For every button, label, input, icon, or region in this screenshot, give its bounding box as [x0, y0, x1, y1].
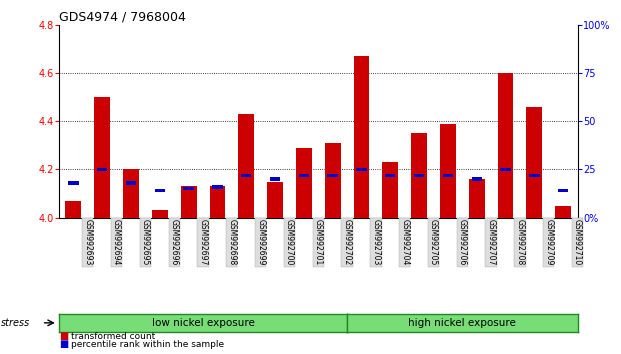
Text: GSM992705: GSM992705 [429, 219, 438, 266]
Bar [440, 124, 456, 218]
Bar [383, 162, 398, 218]
Text: GSM992706: GSM992706 [458, 219, 467, 266]
Bar [527, 107, 542, 218]
Bar [65, 201, 81, 218]
Bar [152, 211, 168, 218]
Bar [327, 173, 338, 177]
Bar [501, 168, 510, 171]
Text: ■: ■ [59, 331, 68, 341]
Text: GSM992700: GSM992700 [285, 219, 294, 266]
Text: GSM992707: GSM992707 [487, 219, 496, 266]
Bar [296, 148, 312, 218]
Text: low nickel exposure: low nickel exposure [152, 318, 255, 328]
Bar [155, 189, 165, 192]
Bar [238, 114, 254, 218]
Text: GSM992704: GSM992704 [400, 219, 409, 266]
Bar [97, 168, 107, 171]
Text: GDS4974 / 7968004: GDS4974 / 7968004 [59, 11, 186, 24]
Text: GSM992695: GSM992695 [141, 219, 150, 266]
Text: GSM992697: GSM992697 [199, 219, 207, 266]
Text: GSM992694: GSM992694 [112, 219, 121, 266]
Text: GSM992708: GSM992708 [515, 219, 524, 266]
Text: percentile rank within the sample: percentile rank within the sample [71, 341, 225, 349]
Bar [94, 97, 110, 218]
Bar [443, 173, 453, 177]
Text: ■: ■ [59, 339, 68, 349]
Bar [555, 206, 571, 218]
Bar [529, 173, 540, 177]
Bar [558, 189, 568, 192]
Bar [241, 173, 252, 177]
Bar [209, 186, 225, 218]
Bar [414, 173, 424, 177]
Text: GSM992699: GSM992699 [256, 219, 265, 266]
Text: GSM992698: GSM992698 [227, 219, 237, 266]
Bar [471, 177, 482, 181]
Bar [497, 73, 514, 218]
Bar [212, 185, 222, 189]
Bar [385, 173, 396, 177]
Text: GSM992701: GSM992701 [314, 219, 323, 266]
Text: GSM992703: GSM992703 [371, 219, 381, 266]
Bar [325, 143, 340, 218]
Bar [267, 182, 283, 218]
Text: transformed count: transformed count [71, 332, 156, 341]
Text: GSM992702: GSM992702 [343, 219, 351, 266]
Bar [126, 181, 136, 185]
Bar [299, 173, 309, 177]
Text: GSM992709: GSM992709 [544, 219, 553, 266]
Bar [356, 168, 366, 171]
Bar [183, 187, 194, 190]
Bar [123, 170, 139, 218]
Text: GSM992710: GSM992710 [573, 219, 582, 266]
Text: GSM992693: GSM992693 [83, 219, 93, 266]
Bar [68, 181, 79, 185]
Bar [353, 56, 369, 218]
Bar [181, 186, 197, 218]
Text: GSM992696: GSM992696 [170, 219, 179, 266]
Bar [270, 177, 280, 181]
Text: stress: stress [1, 318, 30, 328]
Text: high nickel exposure: high nickel exposure [409, 318, 516, 328]
Bar [469, 179, 484, 218]
Bar [411, 133, 427, 218]
